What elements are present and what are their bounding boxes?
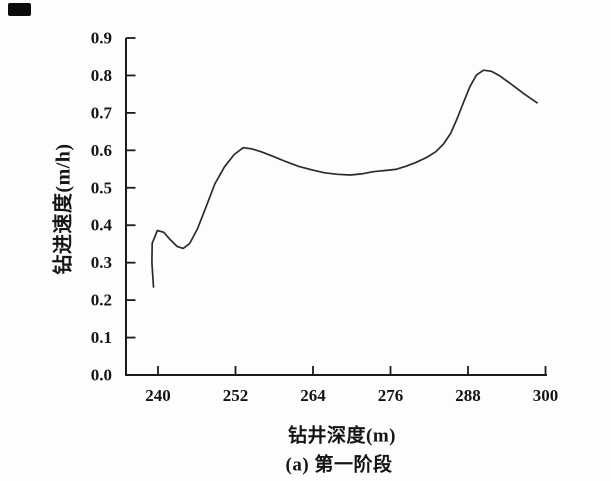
- y-tick-label: 0.2: [91, 291, 112, 310]
- x-tick-label: 240: [145, 386, 171, 405]
- y-tick-label: 0.9: [91, 29, 112, 48]
- y-tick-label: 0.1: [91, 328, 112, 347]
- scan-artifact-mark: [8, 3, 31, 16]
- x-tick-label: 264: [300, 386, 326, 405]
- x-tick-label: 300: [533, 386, 559, 405]
- x-tick-label: 276: [378, 386, 404, 405]
- y-tick-label: 0.6: [91, 141, 112, 160]
- y-tick-label: 0.3: [91, 253, 112, 272]
- y-tick-label: 0.0: [91, 366, 112, 385]
- data-curve: [151, 69, 538, 288]
- axis-line: [125, 38, 547, 376]
- x-axis-title: 钻井深度(m): [288, 425, 396, 447]
- y-tick-label: 0.4: [91, 216, 113, 235]
- axis-ticks: [126, 37, 547, 375]
- y-tick-label: 0.5: [91, 178, 112, 197]
- axis-tick-labels: 240 252 264 276 288 300 0.0 0.1 0.2 0.3 0.4 0.5 0.6 0…: [91, 29, 559, 406]
- y-axis-title: 钻进速度(m/h): [52, 143, 75, 275]
- series-line: [151, 69, 538, 288]
- figure-caption: (a) 第一阶段: [285, 454, 393, 476]
- chart-axes: [125, 38, 547, 376]
- y-tick-label: 0.7: [91, 103, 113, 122]
- y-tick-label: 0.8: [91, 66, 112, 85]
- x-tick-label: 252: [223, 386, 249, 405]
- x-tick-label: 288: [455, 386, 481, 405]
